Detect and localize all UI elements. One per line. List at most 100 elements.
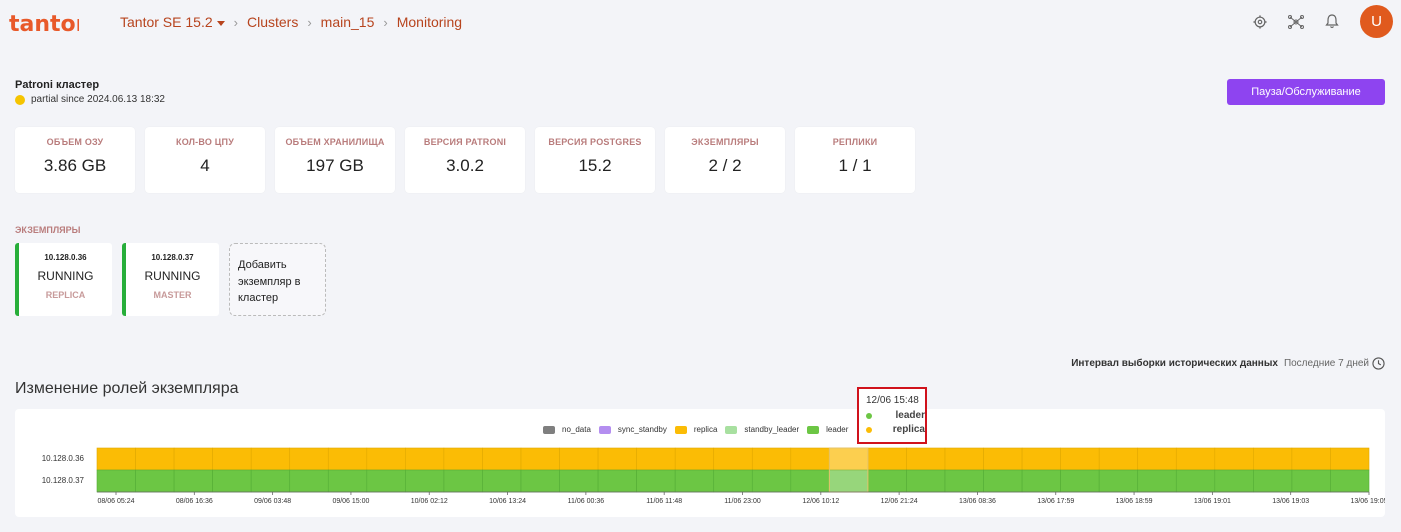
timeline-segment[interactable] (289, 447, 329, 471)
timeline-segment[interactable] (944, 469, 984, 493)
timeline-segment[interactable] (173, 447, 213, 471)
x-tick-label: 11/06 23:00 (724, 498, 761, 505)
stat-label: ВЕРСИЯ PATRONI (423, 137, 507, 147)
timeline-segment[interactable] (636, 469, 676, 493)
timeline-segment[interactable] (212, 447, 252, 471)
timeline-segment[interactable] (405, 469, 445, 493)
legend-item[interactable]: sync_standby (598, 425, 667, 434)
role-timeline-chart: no_data sync_standby replica standby_lea… (15, 409, 1385, 517)
timeline-segment[interactable] (96, 447, 136, 471)
timeline-segment[interactable] (944, 447, 984, 471)
timeline-segment[interactable] (1291, 469, 1331, 493)
timeline-segment[interactable] (1060, 469, 1100, 493)
timeline-segment[interactable] (1175, 447, 1216, 471)
timeline-segment[interactable] (1098, 447, 1139, 471)
timeline-segment[interactable] (1214, 469, 1254, 493)
legend-item[interactable]: no_data (543, 425, 591, 434)
timeline-segment[interactable] (1021, 447, 1061, 471)
row-label: 10.128.0.37 (42, 476, 85, 485)
timeline-segment[interactable] (405, 447, 445, 471)
timeline-segment[interactable] (443, 447, 483, 471)
timeline-segment[interactable] (173, 469, 213, 493)
legend-label: no_data (562, 425, 591, 434)
legend-swatch (807, 425, 820, 434)
timeline-segment[interactable] (520, 469, 560, 493)
timeline-segment[interactable] (96, 469, 136, 493)
timeline-segment[interactable] (713, 447, 753, 471)
timeline-segment[interactable] (443, 469, 483, 493)
x-tick-label: 10/06 13:24 (489, 498, 526, 505)
timeline-segment[interactable] (482, 469, 522, 493)
timeline-segment[interactable] (597, 447, 637, 471)
tooltip-row: replica (866, 424, 925, 435)
timeline-segment[interactable] (983, 447, 1023, 471)
stat-ram: ОБЪЕМ ОЗУ 3.86 GB (15, 127, 135, 193)
legend-item[interactable]: replica (674, 425, 717, 434)
timeline-segment[interactable] (289, 469, 329, 493)
timeline-segment[interactable] (327, 447, 368, 471)
timeline-segment[interactable] (906, 469, 946, 493)
timeline-segment[interactable] (713, 469, 753, 493)
timeline-segment[interactable] (1330, 469, 1370, 493)
timeline-segment[interactable] (1098, 469, 1139, 493)
timeline-segment[interactable] (1137, 469, 1177, 493)
timeline-segment[interactable] (867, 447, 907, 471)
timeline-segment[interactable] (482, 447, 522, 471)
timeline-segment[interactable] (674, 469, 715, 493)
topology-icon[interactable] (1286, 12, 1306, 32)
instances-label: ЭКЗЕМПЛЯРЫ (15, 225, 81, 235)
bell-icon[interactable] (1322, 12, 1342, 32)
legend-item[interactable]: standby_leader (725, 425, 799, 434)
timeline-segment[interactable] (790, 469, 830, 493)
timeline-segment[interactable] (327, 469, 368, 493)
timeline-segment[interactable] (829, 447, 869, 471)
timeline-segment[interactable] (212, 469, 252, 493)
timeline-segment[interactable] (751, 447, 792, 471)
legend-item[interactable]: leader (807, 425, 848, 434)
add-instance-button[interactable]: Добавить экземпляр в кластер (229, 243, 326, 316)
gear-icon[interactable] (1250, 12, 1270, 32)
timeline-segment[interactable] (1291, 447, 1331, 471)
breadcrumb-monitoring[interactable]: Monitoring (396, 14, 463, 30)
timeline-segment[interactable] (867, 469, 907, 493)
breadcrumb-clusters[interactable]: Clusters (246, 14, 299, 30)
breadcrumb-product[interactable]: Tantor SE 15.2 (120, 14, 225, 30)
timeline-segment[interactable] (829, 469, 869, 493)
instance-card[interactable]: 10.128.0.37 RUNNING MASTER (122, 243, 219, 316)
timeline-segment[interactable] (1330, 447, 1370, 471)
interval-selector[interactable]: Интервал выборки исторических данных Пос… (1071, 357, 1385, 370)
timeline-segment[interactable] (751, 469, 792, 493)
timeline-segment[interactable] (250, 447, 291, 471)
interval-label: Интервал выборки исторических данных (1071, 358, 1278, 369)
stat-cpu: КОЛ-ВО ЦПУ 4 (145, 127, 265, 193)
timeline-segment[interactable] (1060, 447, 1100, 471)
timeline-segment[interactable] (1214, 447, 1254, 471)
timeline-segment[interactable] (366, 469, 406, 493)
timeline-segment[interactable] (520, 447, 560, 471)
timeline-segment[interactable] (1253, 469, 1293, 493)
breadcrumb-cluster[interactable]: main_15 (320, 14, 375, 30)
legend-swatch (674, 425, 687, 434)
timeline-segment[interactable] (983, 469, 1023, 493)
timeline-segment[interactable] (559, 447, 599, 471)
avatar[interactable]: U (1360, 5, 1393, 38)
timeline-segment[interactable] (1137, 447, 1177, 471)
timeline-segment[interactable] (790, 447, 830, 471)
timeline-segment[interactable] (906, 447, 946, 471)
timeline-segment[interactable] (135, 469, 175, 493)
timeline-segment[interactable] (135, 447, 175, 471)
timeline-segment[interactable] (559, 469, 599, 493)
cluster-title: Patroni кластер (15, 79, 100, 91)
instance-card[interactable]: 10.128.0.36 RUNNING REPLICA (15, 243, 112, 316)
timeline-segment[interactable] (636, 447, 676, 471)
timeline-segment[interactable] (597, 469, 637, 493)
timeline-segment[interactable] (674, 447, 715, 471)
timeline-segment[interactable] (366, 447, 406, 471)
pause-maintenance-button[interactable]: Пауза/Обслуживание (1227, 79, 1385, 105)
timeline-segment[interactable] (1253, 447, 1293, 471)
timeline-segment[interactable] (250, 469, 291, 493)
tantor-logo[interactable]: tantor (9, 9, 79, 37)
legend-label: standby_leader (744, 425, 800, 434)
timeline-segment[interactable] (1021, 469, 1061, 493)
timeline-segment[interactable] (1175, 469, 1216, 493)
